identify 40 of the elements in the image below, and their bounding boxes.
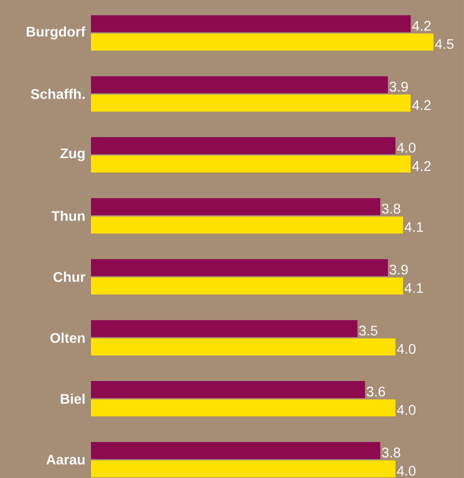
bar: [90, 94, 411, 112]
data-label: 4.1: [404, 222, 423, 232]
bar: [90, 137, 396, 154]
y-tick-label: Aarau: [46, 454, 85, 465]
y-tick-label: Zug: [60, 148, 85, 162]
y-tick-label: Schaffh.: [30, 88, 84, 100]
bar: [90, 216, 404, 234]
y-tick-label: Biel: [60, 394, 84, 404]
y-tick-label: Burgdorf: [26, 26, 86, 40]
data-label: 4.2: [412, 20, 431, 31]
data-label: 4.0: [396, 344, 416, 354]
data-label: 3.6: [366, 386, 385, 397]
data-label: 4.2: [412, 161, 431, 171]
y-tick-label: Chur: [53, 272, 86, 282]
data-label: 4.0: [396, 404, 416, 415]
bar: [90, 442, 380, 460]
bar: [90, 277, 404, 294]
data-label: 4.0: [396, 466, 416, 476]
bar: [90, 338, 396, 356]
data-label: 3.9: [390, 82, 408, 92]
data-label: 4.1: [404, 283, 423, 293]
data-label: 3.8: [382, 448, 400, 458]
data-label: 4.2: [412, 100, 431, 110]
bar: [90, 399, 396, 416]
bar: [90, 259, 388, 276]
data-label: 4.0: [396, 142, 416, 153]
data-label: 3.5: [359, 326, 378, 336]
bar: [90, 155, 411, 173]
data-label: 4.5: [435, 39, 454, 49]
bar: [90, 381, 365, 398]
bar: [90, 460, 396, 478]
bar: [90, 34, 434, 51]
bar: [90, 198, 380, 216]
data-label: 3.9: [390, 264, 408, 275]
y-tick-label: Olten: [50, 332, 85, 343]
data-label: 3.8: [382, 204, 400, 214]
bar: [90, 15, 411, 32]
bar: [90, 76, 388, 94]
bar: [90, 320, 358, 338]
y-tick-label: Thun: [52, 210, 85, 221]
